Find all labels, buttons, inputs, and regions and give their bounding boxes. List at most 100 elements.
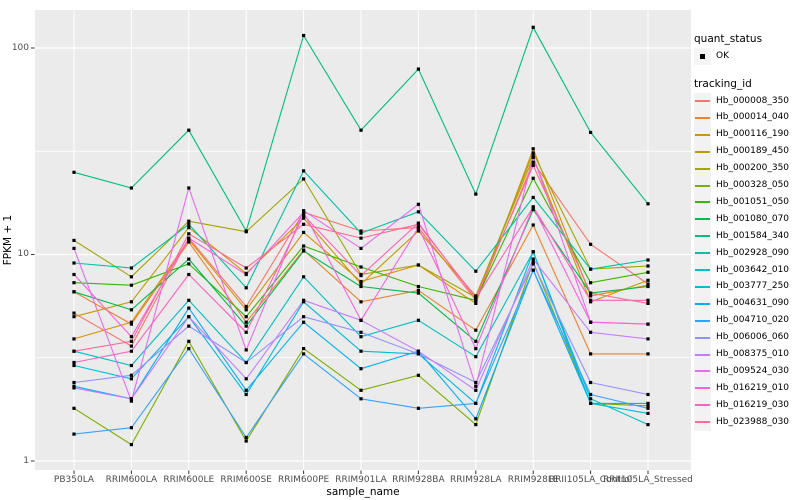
- data-point: [589, 242, 593, 246]
- data-point: [646, 392, 650, 397]
- data-point: [187, 324, 191, 328]
- data-point: [416, 222, 420, 226]
- data-point: [531, 268, 535, 272]
- data-point: [244, 320, 248, 324]
- data-point: [187, 339, 191, 343]
- data-point: [589, 291, 593, 295]
- data-point: [416, 226, 420, 230]
- data-point: [302, 222, 306, 226]
- data-point: [302, 298, 306, 302]
- data-point: [359, 265, 363, 269]
- legend-swatch-line: [695, 150, 710, 153]
- data-point: [359, 284, 363, 289]
- data-point: [72, 281, 76, 285]
- data-point: [72, 406, 76, 410]
- data-point: [129, 344, 133, 348]
- x-tick-label: PB350LA: [53, 475, 95, 485]
- legend-key: [694, 177, 711, 194]
- x-tick-label: RRII105LA_Control: [548, 475, 633, 485]
- data-point: [129, 186, 133, 190]
- data-point: [129, 349, 133, 353]
- legend-item-label: Hb_001051_050: [716, 196, 790, 207]
- data-point: [531, 154, 535, 158]
- legend-swatch-line: [695, 133, 710, 136]
- legend-item-label: Hb_000014_040: [716, 112, 790, 123]
- data-point: [646, 423, 650, 427]
- data-point: [531, 176, 535, 180]
- data-point: [646, 401, 650, 405]
- data-point: [646, 298, 650, 302]
- data-point: [416, 263, 420, 267]
- legend-item-label: Hb_000116_190: [716, 129, 790, 140]
- data-point: [244, 286, 248, 290]
- data-point: [359, 300, 363, 304]
- data-point: [187, 257, 191, 261]
- data-point: [646, 352, 650, 356]
- data-point: [474, 192, 478, 196]
- legend-item-label: Hb_002928_090: [716, 247, 790, 258]
- data-point: [589, 294, 593, 298]
- legend-item-label-ok: OK: [716, 51, 729, 61]
- legend: quant_status OK tracking_id Hb_000008_35…: [694, 0, 800, 500]
- data-point: [589, 281, 593, 285]
- data-point: [302, 249, 306, 253]
- data-point: [359, 388, 363, 392]
- data-point: [244, 324, 248, 328]
- data-point: [531, 250, 535, 254]
- data-point: [244, 266, 248, 270]
- data-point: [416, 210, 420, 214]
- data-point: [416, 352, 420, 356]
- data-point: [589, 330, 593, 334]
- data-point: [302, 177, 306, 181]
- legend-key: [694, 312, 711, 330]
- legend-item-label: Hb_004631_090: [716, 298, 790, 309]
- x-tick-label: RRIM901LA: [335, 475, 387, 485]
- data-point: [187, 262, 191, 266]
- legend-swatch-line: [695, 336, 710, 339]
- legend-item-label: Hb_001080_070: [716, 213, 790, 224]
- data-point: [187, 222, 191, 226]
- data-point: [589, 130, 593, 134]
- data-point: [187, 272, 191, 277]
- data-point: [646, 270, 650, 274]
- data-point: [531, 163, 535, 167]
- x-axis-title: sample_name: [326, 486, 400, 498]
- data-point: [589, 267, 593, 271]
- data-point: [531, 208, 535, 212]
- data-point: [474, 328, 478, 332]
- data-point: [359, 349, 363, 353]
- data-point: [359, 231, 363, 235]
- legend-item-label: Hb_016219_030: [716, 399, 790, 410]
- data-point: [187, 226, 191, 230]
- data-point: [646, 278, 650, 282]
- data-point: [72, 386, 76, 390]
- data-point: [531, 160, 535, 164]
- data-point: [416, 288, 420, 292]
- data-point: [244, 435, 248, 440]
- data-point: [302, 244, 306, 248]
- legend-item-label: Hb_004710_020: [716, 315, 790, 326]
- legend-key: [694, 413, 711, 431]
- legend-swatch-line: [695, 387, 710, 390]
- legend-item-label: Hb_000008_350: [716, 95, 790, 106]
- data-point: [72, 349, 76, 353]
- data-point: [72, 170, 76, 174]
- data-point: [646, 258, 650, 262]
- legend-key: [694, 362, 711, 380]
- data-point: [589, 397, 593, 401]
- x-tick-label: RRIM600PE: [277, 475, 330, 485]
- data-point: [474, 380, 478, 385]
- data-point: [72, 246, 76, 250]
- legend-key: [694, 379, 711, 397]
- legend-swatch-line: [695, 269, 710, 271]
- data-point: [646, 322, 650, 326]
- data-point: [72, 238, 76, 242]
- legend-key: [694, 143, 711, 161]
- data-point: [416, 284, 420, 289]
- data-point: [129, 373, 133, 377]
- legend-key: [694, 329, 711, 347]
- data-point: [302, 216, 306, 220]
- data-point: [244, 229, 248, 233]
- legend-key: [694, 126, 711, 144]
